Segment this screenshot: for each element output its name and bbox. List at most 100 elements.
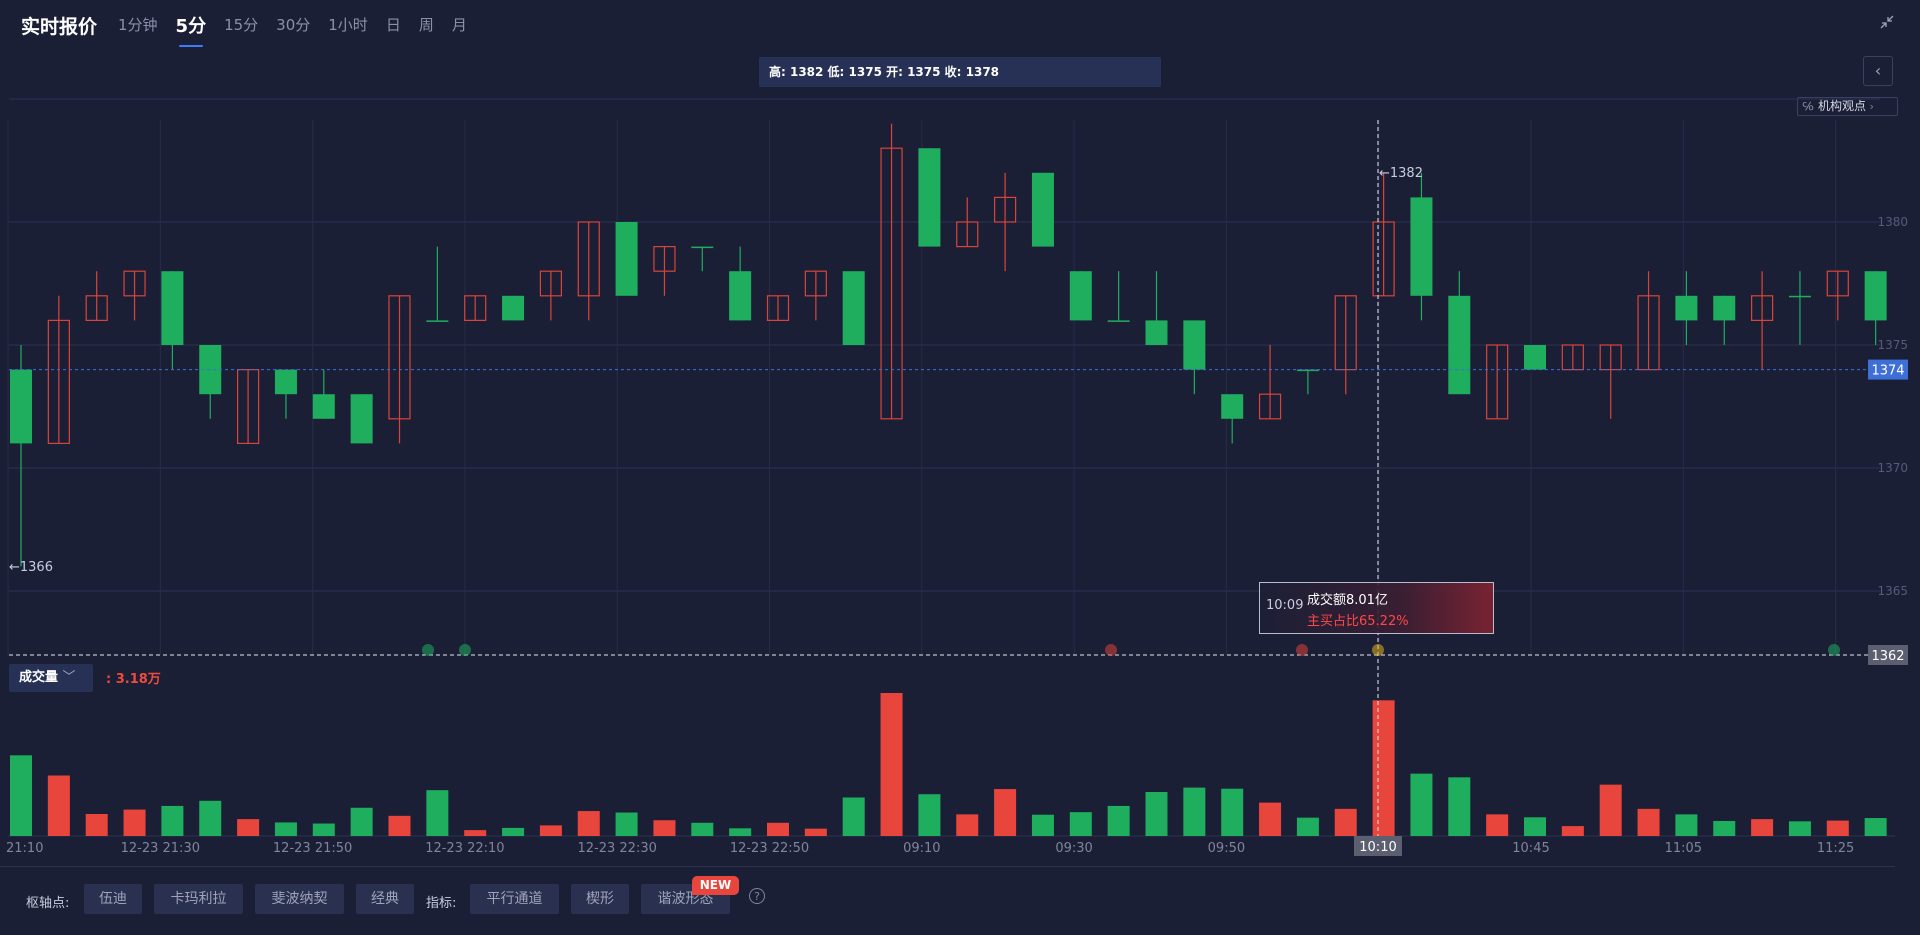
candle bbox=[956, 197, 979, 248]
volume-bar bbox=[1069, 812, 1092, 836]
help-icon[interactable]: ? bbox=[749, 888, 765, 904]
volume-bar bbox=[577, 811, 600, 836]
pivot-camarilla-button[interactable]: 卡玛利拉 bbox=[154, 884, 243, 914]
pivot-classic-button[interactable]: 经典 bbox=[356, 884, 414, 914]
volume-bar bbox=[918, 794, 941, 836]
candle bbox=[1410, 172, 1433, 321]
volume-bar bbox=[1372, 700, 1395, 836]
volume-bar bbox=[956, 814, 979, 836]
candle bbox=[993, 172, 1017, 272]
y-tick-label: 1365 bbox=[1877, 584, 1908, 598]
divider bbox=[0, 866, 1895, 867]
candle-body bbox=[1296, 369, 1319, 372]
volume-value: : 3.18万 bbox=[106, 672, 161, 687]
tab-15min[interactable]: 15分 bbox=[224, 16, 259, 34]
tooltip-amount: 成交额8.01亿 bbox=[1307, 593, 1388, 608]
volume-bar bbox=[464, 830, 487, 836]
candle-body bbox=[804, 270, 827, 297]
volume-bar bbox=[880, 693, 903, 836]
candle bbox=[502, 295, 525, 321]
candle bbox=[1107, 271, 1130, 322]
tab-day[interactable]: 日 bbox=[385, 16, 401, 34]
volume-bar bbox=[1826, 820, 1849, 836]
bottom-toolbar: 枢轴点: 伍迪 卡玛利拉 斐波纳契 经典 指标: 平行通道 楔形 谐波形态 bbox=[0, 884, 1920, 916]
volume-bar bbox=[312, 823, 335, 836]
candle-body bbox=[388, 295, 411, 420]
candle-body bbox=[1221, 394, 1244, 419]
volume-bar bbox=[1259, 802, 1282, 836]
volume-bar bbox=[653, 820, 676, 836]
candle bbox=[729, 246, 752, 321]
event-marker-icon bbox=[1296, 644, 1308, 656]
candle bbox=[312, 369, 335, 419]
cursor-price-tag bbox=[1868, 645, 1908, 665]
candle-body bbox=[766, 295, 790, 321]
candle-body bbox=[1448, 295, 1471, 395]
candle-body bbox=[691, 246, 714, 249]
tab-week[interactable]: 周 bbox=[418, 16, 434, 34]
candle bbox=[1183, 320, 1206, 395]
tab-1hour[interactable]: 1小时 bbox=[328, 16, 368, 34]
volume-bar bbox=[47, 775, 70, 836]
event-marker-icon bbox=[1372, 644, 1384, 656]
volume-bar bbox=[842, 797, 865, 836]
candle bbox=[426, 246, 449, 322]
candle-body bbox=[237, 369, 260, 445]
x-tick-label: 12-23 22:50 bbox=[730, 841, 809, 856]
volume-label: 成交量 bbox=[19, 670, 59, 685]
volume-bar bbox=[274, 822, 297, 836]
tab-1min[interactable]: 1分钟 bbox=[118, 16, 158, 34]
candle bbox=[1334, 295, 1357, 395]
volume-series bbox=[10, 693, 1887, 836]
candle bbox=[85, 271, 108, 321]
current-price-text: 1374 bbox=[1871, 364, 1904, 379]
x-tick-label: 12-23 21:50 bbox=[273, 841, 352, 856]
institution-icon: ℅ bbox=[1802, 100, 1814, 113]
volume-bar bbox=[388, 815, 411, 836]
volume-bar bbox=[691, 822, 714, 836]
tooltip-ratio: 主买占比65.22% bbox=[1307, 614, 1409, 629]
candle bbox=[161, 271, 184, 370]
volume-bar bbox=[994, 789, 1017, 836]
candle-body bbox=[1145, 320, 1168, 345]
candle-body bbox=[1713, 295, 1736, 321]
candle bbox=[1069, 271, 1092, 321]
volume-bar bbox=[1410, 773, 1433, 836]
candle-body bbox=[956, 221, 979, 248]
x-tick-label: 09:50 bbox=[1208, 841, 1245, 856]
candle bbox=[1296, 369, 1319, 395]
tab-5min[interactable]: 5分 bbox=[176, 12, 206, 47]
candle bbox=[1031, 172, 1054, 247]
candle-body bbox=[1524, 345, 1546, 370]
volume-dropdown[interactable]: 成交量 ﹀ bbox=[9, 664, 93, 692]
volume-bar bbox=[1145, 792, 1168, 836]
candle-body bbox=[993, 196, 1017, 223]
candle bbox=[804, 270, 827, 321]
tab-month[interactable]: 月 bbox=[451, 16, 467, 34]
candle-body bbox=[1599, 344, 1622, 371]
indicator-wedge-button[interactable]: 楔形 bbox=[571, 884, 629, 914]
x-tick-label: 11:25 bbox=[1817, 841, 1854, 856]
indicator-channel-button[interactable]: 平行通道 bbox=[470, 884, 559, 914]
volume-bar bbox=[1221, 788, 1244, 836]
candle-body bbox=[1372, 221, 1395, 297]
volume-bar bbox=[1107, 805, 1130, 836]
period-tabs: 1分钟 5分 15分 30分 1小时 日 周 月 bbox=[118, 12, 485, 47]
top-bar: 实时报价 1分钟 5分 15分 30分 1小时 日 周 月 bbox=[0, 0, 1920, 48]
low-marker: ←1366 bbox=[9, 560, 53, 575]
event-marker-icon bbox=[1105, 644, 1117, 656]
volume-bar bbox=[350, 807, 373, 836]
chevron-left-icon[interactable]: ‹ bbox=[1863, 56, 1893, 86]
pivot-fibonacci-button[interactable]: 斐波纳契 bbox=[255, 884, 344, 914]
volume-bar bbox=[539, 825, 562, 836]
tab-30min[interactable]: 30分 bbox=[276, 16, 311, 34]
candle bbox=[1788, 271, 1811, 345]
candle-body bbox=[1864, 271, 1887, 321]
event-marker-icon bbox=[459, 644, 471, 656]
collapse-icon[interactable] bbox=[1878, 14, 1896, 32]
institution-view-button[interactable]: ℅ 机构观点 › bbox=[1797, 97, 1898, 116]
pivot-woodie-button[interactable]: 伍迪 bbox=[84, 884, 142, 914]
candle bbox=[766, 295, 790, 321]
volume-bar bbox=[1524, 817, 1546, 836]
